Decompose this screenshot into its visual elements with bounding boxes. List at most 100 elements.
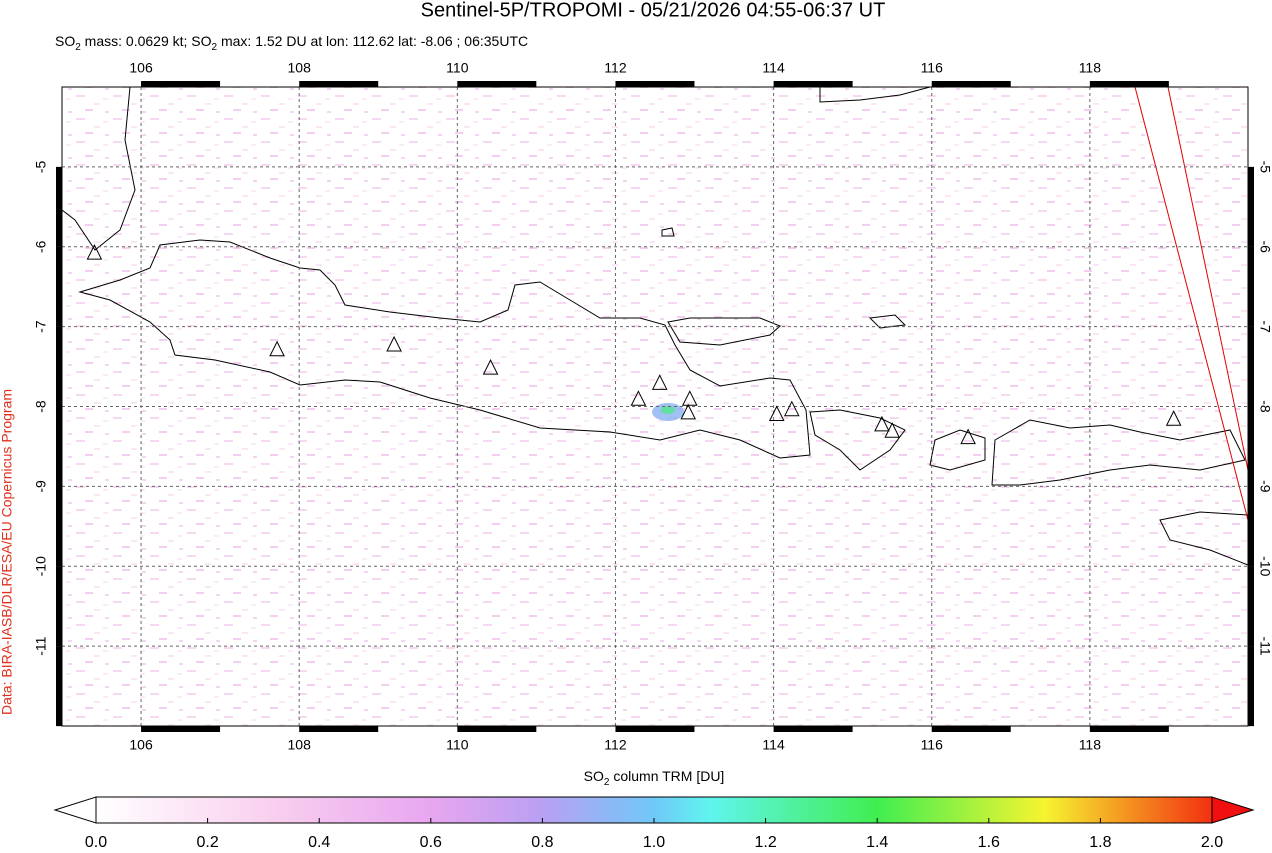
y-tick-label: -9 bbox=[1257, 480, 1272, 493]
colorbar-tick-label: 0.8 bbox=[531, 834, 553, 851]
volcano bbox=[680, 403, 697, 420]
y-tick-label: -7 bbox=[33, 320, 49, 333]
colorbar-tick-label: 1.8 bbox=[1089, 834, 1111, 851]
colorbar-tick-label: 0.6 bbox=[420, 834, 442, 851]
x-tick-bar bbox=[141, 81, 221, 87]
y-tick-label: -8 bbox=[33, 400, 49, 413]
coastlines bbox=[62, 87, 1248, 566]
so2-field bbox=[62, 87, 1248, 726]
subscript: 2 bbox=[212, 42, 218, 53]
x-tick-bar bbox=[1089, 81, 1169, 87]
x-tick-label: 106 bbox=[129, 60, 153, 76]
y-tick-bar bbox=[1248, 486, 1254, 567]
y-tick-label: -5 bbox=[1257, 161, 1272, 174]
volcano bbox=[884, 422, 901, 438]
colorbar-tick-label: 0.4 bbox=[308, 834, 330, 851]
text-part: SO bbox=[55, 33, 75, 49]
colorbar-under bbox=[53, 796, 97, 824]
volcanoes bbox=[86, 244, 1182, 445]
subscript: 2 bbox=[75, 42, 81, 53]
y-tick-bar bbox=[1248, 406, 1254, 487]
x-tick-label: 118 bbox=[1079, 737, 1102, 753]
x-tick-label: 112 bbox=[604, 737, 627, 753]
volcano bbox=[783, 400, 800, 417]
x-tick-label: 116 bbox=[921, 737, 944, 753]
text-part: mass: 0.0629 kt; SO bbox=[81, 33, 212, 49]
x-tick-bar bbox=[931, 81, 1011, 87]
y-tick-bar bbox=[1248, 246, 1254, 327]
y-tick-bar bbox=[56, 566, 62, 647]
colorbar-tick-label: 1.4 bbox=[866, 834, 888, 851]
x-tick-bar bbox=[457, 726, 537, 732]
volcano bbox=[482, 359, 499, 375]
text-part: column TRM [DU] bbox=[609, 768, 724, 784]
y-tick-label: -7 bbox=[1257, 320, 1272, 333]
x-tick-label: 114 bbox=[762, 60, 785, 76]
volcano bbox=[651, 374, 668, 390]
text-part: SO bbox=[584, 768, 604, 784]
y-tick-bar bbox=[56, 166, 62, 247]
y-tick-label: -11 bbox=[1257, 637, 1272, 656]
y-tick-bar bbox=[1248, 326, 1254, 407]
x-tick-label: 114 bbox=[762, 737, 785, 753]
x-tick-bar bbox=[141, 726, 221, 732]
x-tick-label: 112 bbox=[604, 60, 627, 76]
so2-plume-core bbox=[661, 406, 675, 414]
x-tick-label: 108 bbox=[288, 60, 312, 76]
grid bbox=[62, 87, 1248, 726]
colorbar-tick-label: 0.0 bbox=[85, 834, 107, 851]
colorbar-over bbox=[1211, 796, 1255, 824]
x-tick-bar bbox=[299, 81, 379, 87]
colorbar-tick-label: 1.0 bbox=[643, 834, 665, 851]
y-tick-bar bbox=[1248, 166, 1254, 247]
x-tick-label: 108 bbox=[288, 737, 312, 753]
x-tick-label: 110 bbox=[446, 737, 469, 753]
colorbar-tick-label: 0.2 bbox=[196, 834, 218, 851]
volcano bbox=[960, 428, 976, 445]
x-tick-label: 106 bbox=[129, 737, 153, 753]
y-tick-label: -10 bbox=[1257, 556, 1272, 576]
x-tick-bar bbox=[1089, 726, 1169, 732]
y-tick-bar bbox=[1248, 646, 1254, 727]
colorbar-tick-label: 1.6 bbox=[978, 834, 1000, 851]
volcano bbox=[681, 390, 698, 406]
y-tick-bar bbox=[56, 486, 62, 567]
volcano bbox=[874, 415, 890, 432]
x-tick-label: 118 bbox=[1079, 60, 1102, 76]
volcano bbox=[86, 244, 103, 260]
volcano bbox=[269, 340, 285, 357]
x-tick-bar bbox=[773, 81, 853, 87]
credit: Data: BIRA-IASB/DLR/ESA/EU Copernicus Pr… bbox=[0, 389, 15, 715]
title: Sentinel-5P/TROPOMI - 05/21/2026 04:55-0… bbox=[421, 0, 886, 21]
y-tick-label: -6 bbox=[33, 240, 49, 253]
subscript: 2 bbox=[604, 777, 610, 788]
x-tick-bar bbox=[773, 726, 853, 732]
colorbar-tick-label: 2.0 bbox=[1201, 834, 1223, 851]
map-area bbox=[62, 87, 1248, 726]
y-tick-label: -11 bbox=[33, 636, 49, 655]
text-part: max: 1.52 DU at lon: 112.62 lat: -8.06 ;… bbox=[217, 33, 528, 49]
y-tick-label: -6 bbox=[1257, 241, 1272, 254]
colorbar-ticks: 0.0 0.2 0.4 0.6 0.8 1.0 1.2 1.4 1.6 1.8 2.0 bbox=[85, 818, 1223, 851]
volcano bbox=[1165, 410, 1182, 426]
volcano bbox=[386, 335, 402, 352]
x-tick-label: 116 bbox=[921, 60, 944, 76]
volcano bbox=[630, 390, 647, 406]
y-tick-bar bbox=[56, 406, 62, 487]
x-tick-bar bbox=[615, 726, 695, 732]
x-tick-bar bbox=[299, 726, 379, 732]
y-tick-label: -9 bbox=[33, 480, 49, 493]
volcano bbox=[768, 405, 785, 421]
y-tick-bar bbox=[56, 326, 62, 407]
y-tick-bar bbox=[56, 246, 62, 327]
axes: 106 106 108 108 110 110 112 112 114 114 116 116 118 1… bbox=[33, 60, 1272, 753]
y-tick-bar bbox=[1248, 566, 1254, 647]
subtitle: SO2 mass: 0.0629 kt; SO2 max: 1.52 DU at… bbox=[55, 33, 528, 53]
y-tick-label: -5 bbox=[33, 160, 49, 173]
x-tick-bar bbox=[615, 81, 695, 87]
colorbar-tick-label: 1.2 bbox=[754, 834, 776, 851]
colorbar-label: SO2 column TRM [DU] bbox=[584, 768, 725, 788]
x-tick-label: 110 bbox=[446, 60, 469, 76]
y-tick-label: -10 bbox=[33, 556, 49, 576]
